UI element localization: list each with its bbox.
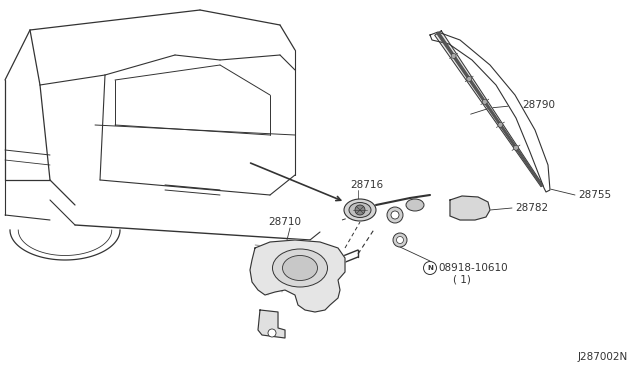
Polygon shape	[430, 32, 550, 192]
Polygon shape	[250, 240, 345, 312]
Circle shape	[393, 233, 407, 247]
Ellipse shape	[349, 202, 371, 218]
Ellipse shape	[344, 199, 376, 221]
Circle shape	[467, 76, 472, 81]
Circle shape	[424, 262, 436, 275]
Ellipse shape	[273, 249, 328, 287]
Ellipse shape	[406, 199, 424, 211]
Text: ( 1): ( 1)	[453, 275, 471, 285]
Circle shape	[387, 207, 403, 223]
Text: 28710: 28710	[269, 217, 301, 227]
Circle shape	[498, 122, 503, 127]
Text: 28782: 28782	[515, 203, 548, 213]
Circle shape	[483, 99, 487, 105]
Circle shape	[513, 145, 518, 150]
Polygon shape	[437, 32, 543, 186]
Ellipse shape	[282, 256, 317, 280]
Circle shape	[268, 329, 276, 337]
Circle shape	[397, 237, 403, 244]
Circle shape	[355, 205, 365, 215]
Polygon shape	[450, 196, 490, 220]
Text: N: N	[427, 265, 433, 271]
Text: 28790: 28790	[522, 100, 555, 110]
Polygon shape	[258, 310, 285, 338]
Circle shape	[451, 54, 456, 58]
Text: J287002N: J287002N	[578, 352, 628, 362]
Polygon shape	[435, 31, 543, 187]
Text: 08918-10610: 08918-10610	[438, 263, 508, 273]
Text: 28755: 28755	[578, 190, 611, 200]
Circle shape	[391, 211, 399, 219]
Text: 28716: 28716	[350, 180, 383, 190]
